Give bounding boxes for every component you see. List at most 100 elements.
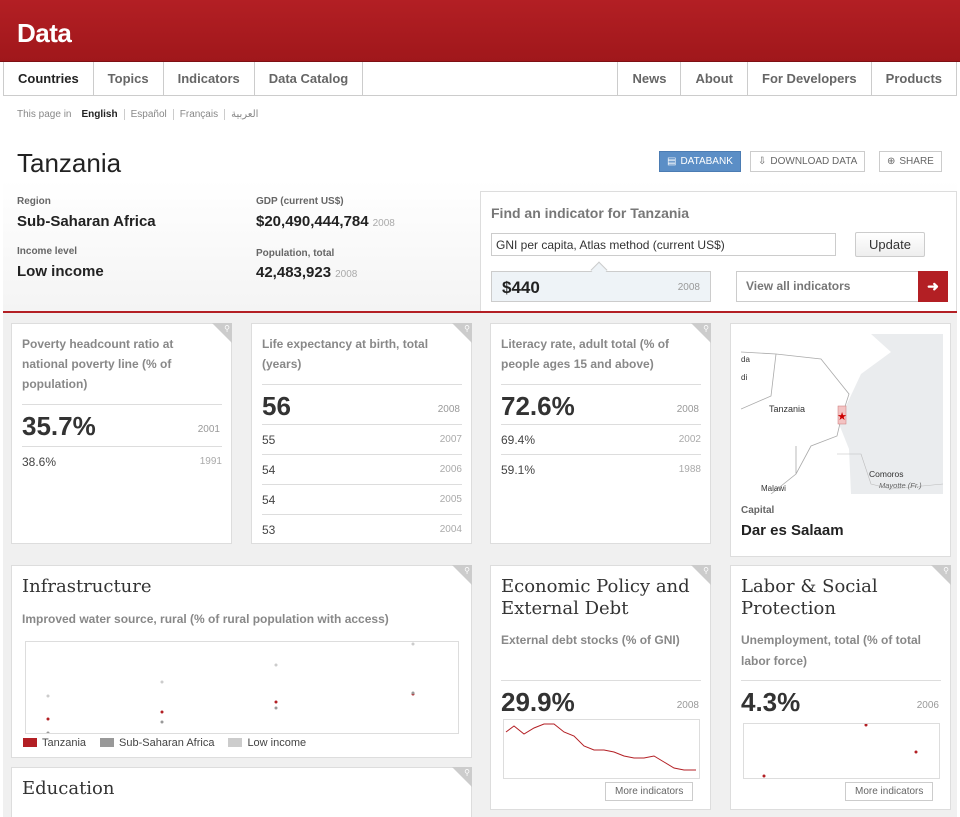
zoom-icon[interactable]: ⚲ [452,323,472,343]
data-point [160,720,164,724]
economic-value: 29.9% [501,687,575,717]
life-value: 56 [262,391,291,421]
map-label-mayotte: Mayotte (Fr.) [879,481,922,490]
share-button[interactable]: ⊕ SHARE [879,151,942,172]
labor-heading[interactable]: Labor & Social Protection [741,576,878,619]
zoom-icon[interactable]: ⚲ [691,323,711,343]
more-indicators-button[interactable]: More indicators [605,782,694,801]
arrow-right-icon[interactable]: ➜ [918,271,948,302]
life-history-row: 54 2005 [262,484,462,514]
data-point [762,774,766,778]
site-logo[interactable]: Data [17,18,72,48]
life-history-row: 54 2006 [262,454,462,484]
nav-indicators[interactable]: Indicators [164,62,255,95]
life-title[interactable]: Life expectancy at birth, total (years) [262,337,429,371]
language-francais[interactable]: Français [172,109,224,120]
data-point [46,717,50,721]
language-prefix: This page in [17,109,72,120]
more-indicators-button[interactable]: More indicators [845,782,934,801]
education-card: ⚲ Education [11,767,472,817]
poverty-title[interactable]: Poverty headcount ratio at national pove… [22,337,174,391]
site-header: Data [0,0,960,62]
language-arabic[interactable]: العربية [224,109,264,120]
nav-for-developers[interactable]: For Developers [748,62,872,95]
map-label-malawi: Malawi [761,484,786,493]
capital-star-icon: ★ [837,411,847,423]
download-icon: ⇩ [758,156,767,167]
result-value: $440 [502,278,540,297]
income-label: Income level [17,246,78,257]
row-value: 54 [262,462,276,477]
row-value: 53 [262,522,276,537]
legend-swatch [100,738,115,747]
row-year: 2007 [439,434,462,445]
legend-low-income[interactable]: Low income [228,737,306,749]
row-year: 2002 [678,434,701,445]
zoom-icon[interactable]: ⚲ [212,323,232,343]
infrastructure-subtitle[interactable]: Improved water source, rural (% of rural… [22,612,389,626]
download-data-button[interactable]: ⇩ DOWNLOAD DATA [750,151,866,172]
external-debt-chart[interactable] [503,719,700,779]
databank-button[interactable]: ▤ DATABANK [659,151,741,172]
zoom-icon[interactable]: ⚲ [452,565,472,585]
update-button[interactable]: Update [855,232,925,257]
view-all-indicators[interactable]: View all indicators ➜ [736,271,948,302]
row-year: 2005 [439,494,462,505]
economic-subtitle[interactable]: External debt stocks (% of GNI) [501,633,680,647]
region-value[interactable]: Sub-Saharan Africa [17,213,156,230]
data-point [160,710,164,714]
economic-heading[interactable]: Economic Policy and External Debt [501,576,690,619]
red-divider [3,311,957,313]
literacy-history-row: 59.1% 1988 [501,454,701,484]
population-value: 42,483,923 2008 [256,264,357,281]
education-heading[interactable]: Education [22,778,115,799]
nav-news[interactable]: News [618,62,682,95]
income-value[interactable]: Low income [17,263,104,280]
infrastructure-heading[interactable]: Infrastructure [22,576,152,597]
labor-subtitle[interactable]: Unemployment, total (% of total labor fo… [741,633,921,668]
zoom-icon[interactable]: ⚲ [931,565,951,585]
data-point [864,723,868,727]
data-point [411,691,415,695]
row-value: 38.6% [22,454,57,469]
map-card: ★ Tanzania da di Comoros Mayotte (Fr.) M… [730,323,951,557]
nav-data-catalog[interactable]: Data Catalog [255,62,364,95]
economic-year: 2008 [676,700,699,711]
zoom-icon[interactable]: ⚲ [452,767,472,787]
data-point [411,642,415,646]
nav-topics[interactable]: Topics [94,62,164,95]
gdp-label: GDP (current US$) [256,196,344,207]
divider [22,404,222,405]
country-map[interactable]: ★ Tanzania da di Comoros Mayotte (Fr.) M… [741,334,943,494]
finder-title: Find an indicator for Tanzania [491,205,690,221]
infrastructure-card: ⚲ Infrastructure Improved water source, … [11,565,472,758]
divider [501,384,701,385]
legend-label: Sub-Saharan Africa [119,737,215,749]
nav-countries[interactable]: Countries [4,62,94,95]
legend-ssa[interactable]: Sub-Saharan Africa [100,737,214,749]
indicator-input[interactable] [491,233,836,256]
external-debt-sparkline [505,723,696,771]
unemployment-chart-svg [762,723,918,778]
data-point [274,706,278,710]
life-history-row: 55 2007 [262,424,462,454]
zoom-icon[interactable]: ⚲ [691,565,711,585]
nav-about[interactable]: About [681,62,748,95]
unemployment-chart[interactable] [743,723,940,779]
data-point [160,680,164,684]
capital-value: Dar es Salaam [741,522,844,539]
nav-products[interactable]: Products [885,71,942,86]
poverty-value: 35.7% [22,411,96,441]
legend-label: Low income [247,737,307,749]
population-label: Population, total [256,248,335,259]
language-english[interactable]: English [81,109,118,120]
gdp-value: $20,490,444,784 2008 [256,213,395,230]
life-year: 2008 [437,404,460,415]
language-espanol[interactable]: Español [123,109,173,120]
life-expectancy-card: ⚲ Life expectancy at birth, total (years… [251,323,472,544]
legend-tanzania[interactable]: Tanzania [23,737,86,749]
literacy-title[interactable]: Literacy rate, adult total (% of people … [501,337,670,371]
sparkline [505,723,696,771]
infrastructure-chart[interactable] [25,641,459,735]
population-year: 2008 [335,269,358,280]
